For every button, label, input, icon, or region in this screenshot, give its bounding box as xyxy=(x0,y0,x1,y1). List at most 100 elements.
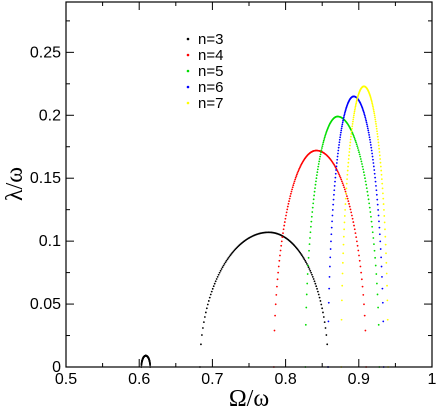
data-point xyxy=(291,188,293,191)
data-point xyxy=(362,168,365,171)
data-point xyxy=(286,208,289,211)
data-point xyxy=(359,265,362,268)
data-point xyxy=(372,108,375,111)
data-point xyxy=(361,285,364,288)
data-point xyxy=(382,203,385,205)
data-point xyxy=(301,255,304,258)
data-point xyxy=(278,259,281,262)
data-point xyxy=(358,254,360,257)
data-point xyxy=(375,123,377,125)
data-point xyxy=(323,321,326,324)
data-point xyxy=(305,261,307,264)
data-point xyxy=(379,240,382,243)
data-point xyxy=(375,127,378,130)
data-point xyxy=(353,228,356,231)
data-point xyxy=(343,113,346,116)
data-point xyxy=(355,102,358,105)
data-point xyxy=(365,187,368,190)
data-point xyxy=(341,125,343,128)
data-point xyxy=(326,343,329,346)
data-point xyxy=(347,200,350,203)
data-point xyxy=(356,147,359,149)
data-point xyxy=(370,101,373,103)
data-point xyxy=(352,135,355,137)
data-point xyxy=(310,215,313,218)
data-point xyxy=(383,221,386,224)
data-point xyxy=(368,136,371,139)
data-point xyxy=(364,329,367,332)
data-point xyxy=(377,214,380,217)
data-point xyxy=(358,151,360,154)
data-point xyxy=(377,323,380,326)
data-point xyxy=(353,112,356,115)
data-point xyxy=(283,224,286,227)
data-point xyxy=(293,180,296,183)
data-point xyxy=(345,182,348,185)
data-point xyxy=(378,151,381,153)
data-point xyxy=(355,141,357,144)
data-point xyxy=(375,273,378,275)
data-point xyxy=(324,133,327,136)
data-point xyxy=(374,256,377,259)
data-point xyxy=(337,172,340,174)
data-point xyxy=(211,287,214,290)
data-point xyxy=(355,240,358,243)
data-point xyxy=(314,183,317,186)
data-point xyxy=(386,284,388,287)
x-tick-label: 0.8 xyxy=(274,371,296,388)
data-point xyxy=(296,173,298,176)
legend-label: n=5 xyxy=(198,63,223,80)
data-point xyxy=(354,103,357,106)
data-point xyxy=(371,103,374,106)
data-point xyxy=(349,144,351,147)
data-point xyxy=(311,206,314,209)
data-point xyxy=(324,327,327,329)
data-point xyxy=(367,129,370,132)
data-point xyxy=(372,162,375,164)
data-point xyxy=(291,186,294,189)
data-point xyxy=(347,165,349,168)
data-point xyxy=(277,265,280,268)
data-point xyxy=(331,220,333,223)
y-tick-label: 0.2 xyxy=(39,107,61,124)
data-point xyxy=(371,155,374,158)
data-point xyxy=(338,138,341,141)
data-point xyxy=(378,233,381,236)
data-point xyxy=(341,121,344,124)
data-point xyxy=(202,321,205,324)
data-point xyxy=(348,151,351,153)
data-point xyxy=(229,254,232,257)
data-point xyxy=(304,259,307,262)
data-point xyxy=(382,192,384,195)
data-point xyxy=(322,311,324,314)
data-point xyxy=(307,266,310,269)
data-point xyxy=(371,225,374,228)
data-point xyxy=(210,290,213,293)
data-point xyxy=(367,198,370,201)
x-tick-label: 0.5 xyxy=(55,371,77,388)
data-point xyxy=(370,146,373,149)
data-point xyxy=(353,136,356,139)
data-point xyxy=(280,244,283,247)
data-point xyxy=(356,244,359,247)
data-point xyxy=(356,145,359,148)
data-point xyxy=(376,133,379,135)
data-point xyxy=(313,190,316,193)
data-point xyxy=(339,176,342,179)
data-point xyxy=(322,316,325,318)
data-point xyxy=(351,125,354,128)
data-point xyxy=(230,253,233,255)
data-point xyxy=(386,318,389,321)
legend-label: n=7 xyxy=(198,95,223,112)
data-point xyxy=(379,248,382,250)
data-point xyxy=(335,165,338,168)
data-point xyxy=(305,262,308,265)
data-point xyxy=(202,327,204,329)
data-point xyxy=(300,254,303,257)
data-point xyxy=(333,193,335,196)
data-point xyxy=(338,144,340,146)
data-point xyxy=(284,217,287,220)
data-point xyxy=(225,259,228,262)
data-point xyxy=(346,173,349,176)
x-tick-label: 1 xyxy=(428,371,436,388)
